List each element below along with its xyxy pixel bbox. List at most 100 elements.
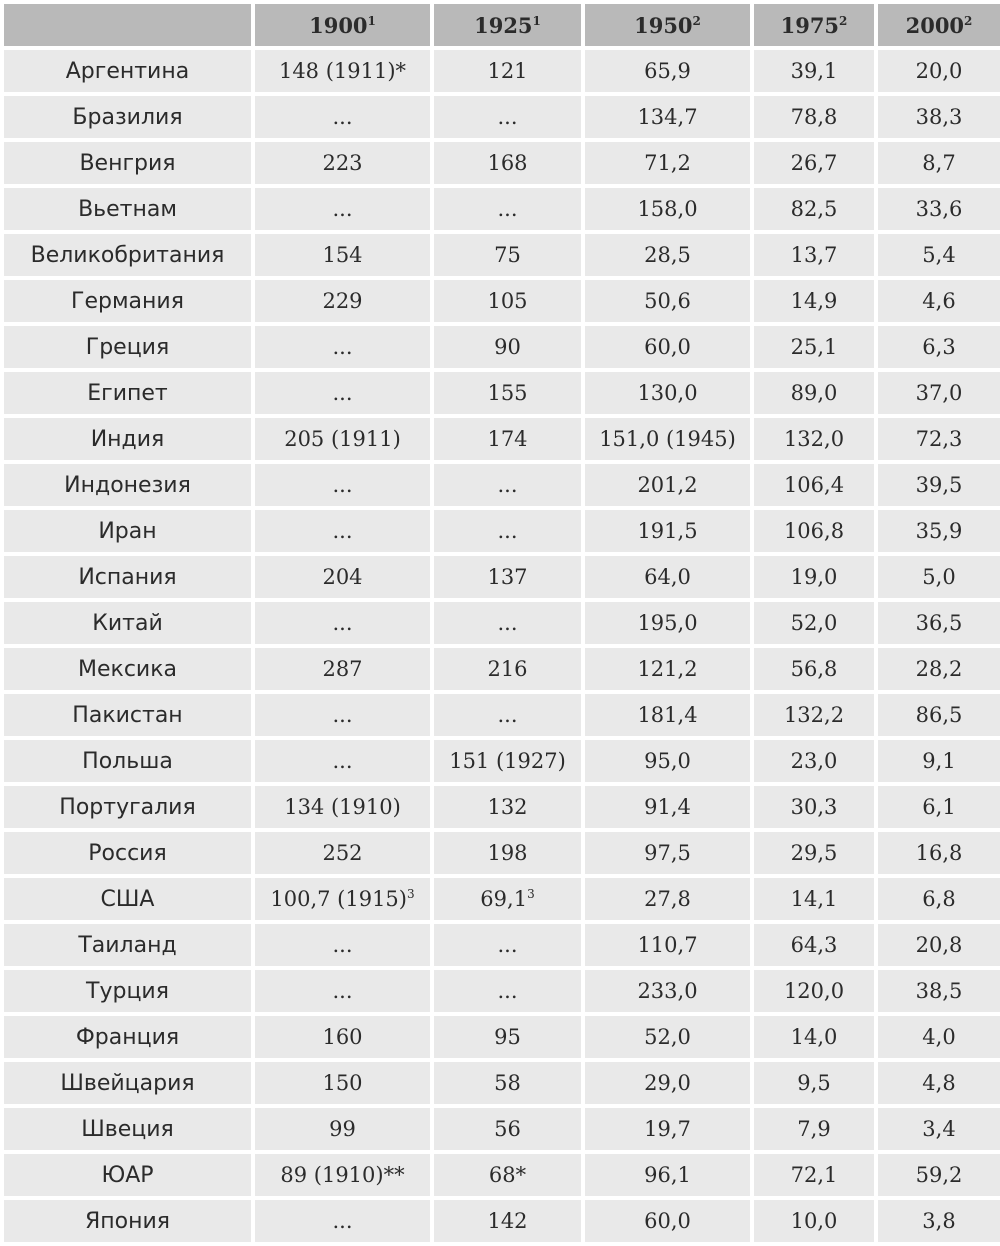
value-cell: 89 (1910)** — [255, 1154, 430, 1196]
value-cell: 132,2 — [754, 694, 874, 736]
cell-value: 28,2 — [915, 657, 963, 681]
cell-value: 6,1 — [922, 795, 956, 819]
value-cell: 91,4 — [585, 786, 750, 828]
cell-value: 134,7 — [637, 105, 698, 129]
value-cell: 233,0 — [585, 970, 750, 1012]
value-cell: 160 — [255, 1016, 430, 1058]
value-cell: 4,6 — [878, 280, 1000, 322]
cell-value: 64,0 — [644, 565, 691, 589]
value-cell: 82,5 — [754, 188, 874, 230]
table-row: Турция...... 233,0 120,0 38,5 — [4, 970, 1000, 1012]
value-cell: 58 — [434, 1062, 581, 1104]
value-cell: 86,5 — [878, 694, 1000, 736]
value-cell: 64,0 — [585, 556, 750, 598]
value-cell: 39,5 — [878, 464, 1000, 506]
table-row: Иран...... 191,5 106,8 35,9 — [4, 510, 1000, 552]
column-header-0: 19001 — [255, 4, 430, 46]
country-name: Индонезия — [4, 464, 251, 506]
value-cell: ... — [434, 694, 581, 736]
cell-value: 174 — [487, 427, 528, 451]
value-cell: 29,5 — [754, 832, 874, 874]
value-cell: 154 — [255, 234, 430, 276]
country-name: Китай — [4, 602, 251, 644]
cell-value: 78,8 — [790, 105, 838, 129]
value-cell: 6,8 — [878, 878, 1000, 920]
value-cell: ... — [255, 970, 430, 1012]
value-cell: 99 — [255, 1108, 430, 1150]
value-cell: 5,4 — [878, 234, 1000, 276]
cell-value: 65,9 — [644, 59, 691, 83]
value-cell: 71,2 — [585, 142, 750, 184]
value-cell: 137 — [434, 556, 581, 598]
value-cell: 37,0 — [878, 372, 1000, 414]
cell-value: ... — [332, 611, 353, 635]
cell-value: ... — [332, 473, 353, 497]
value-cell: 97,5 — [585, 832, 750, 874]
value-cell: ... — [434, 924, 581, 966]
value-cell: 52,0 — [754, 602, 874, 644]
table-header: 19001 19251 19502 19752 20002 — [4, 4, 1000, 46]
cell-value: ... — [332, 1209, 353, 1233]
cell-value: 204 — [322, 565, 363, 589]
column-year: 1900 — [309, 12, 368, 38]
value-cell: 4,8 — [878, 1062, 1000, 1104]
cell-value: 37,0 — [915, 381, 963, 405]
cell-value: 13,7 — [790, 243, 838, 267]
cell-value: 137 — [487, 565, 528, 589]
column-footnote-mark: 2 — [964, 13, 973, 28]
value-cell: 14,0 — [754, 1016, 874, 1058]
value-cell: 205 (1911) — [255, 418, 430, 460]
column-footnote-mark: 1 — [532, 13, 541, 28]
cell-value: 75 — [494, 243, 521, 267]
cell-value: 56,8 — [790, 657, 838, 681]
value-cell: 106,4 — [754, 464, 874, 506]
table-row: Индия 205 (1911) 174 151,0 (1945) 132,0 72,3 — [4, 418, 1000, 460]
table-row: Испания 204 137 64,0 19,0 5,0 — [4, 556, 1000, 598]
column-header-3: 19752 — [754, 4, 874, 46]
cell-value: 26,7 — [790, 151, 838, 175]
cell-value: 198 — [487, 841, 528, 865]
cell-value: 38,5 — [915, 979, 963, 1003]
cell-value: 100,7 (1915) — [270, 887, 407, 911]
value-cell: 201,2 — [585, 464, 750, 506]
table-row: Бразилия...... 134,7 78,8 38,3 — [4, 96, 1000, 138]
cell-value: 132,2 — [783, 703, 845, 727]
cell-value: 20,0 — [915, 59, 963, 83]
value-cell: ... — [434, 602, 581, 644]
value-cell: 95,0 — [585, 740, 750, 782]
cell-value: 59,2 — [915, 1163, 963, 1187]
cell-value: 5,0 — [922, 565, 956, 589]
cell-value: 35,9 — [915, 519, 963, 543]
cell-value: 10,0 — [790, 1209, 838, 1233]
value-cell: 121 — [434, 50, 581, 92]
cell-value: ... — [497, 979, 518, 1003]
cell-value: 19,7 — [644, 1117, 691, 1141]
value-cell: 9,1 — [878, 740, 1000, 782]
table-row: Пакистан...... 181,4 132,2 86,5 — [4, 694, 1000, 736]
value-cell: 13,7 — [754, 234, 874, 276]
country-name: Польша — [4, 740, 251, 782]
value-cell: 96,1 — [585, 1154, 750, 1196]
country-name: Великобритания — [4, 234, 251, 276]
value-cell: 56,8 — [754, 648, 874, 690]
table-row: Вьетнам...... 158,0 82,5 33,6 — [4, 188, 1000, 230]
cell-value: 158,0 — [637, 197, 698, 221]
value-cell: 198 — [434, 832, 581, 874]
value-cell: ... — [434, 510, 581, 552]
value-cell: ... — [255, 1200, 430, 1242]
column-year: 1950 — [634, 12, 693, 38]
cell-value: 151 (1927) — [449, 749, 566, 773]
value-cell: 132 — [434, 786, 581, 828]
value-cell: 75 — [434, 234, 581, 276]
column-header-2: 19502 — [585, 4, 750, 46]
cell-value: 130,0 — [637, 381, 698, 405]
value-cell: 287 — [255, 648, 430, 690]
cell-value: 19,0 — [790, 565, 838, 589]
cell-value: 106,8 — [783, 519, 845, 543]
cell-value: 216 — [487, 657, 528, 681]
column-header-1: 19251 — [434, 4, 581, 46]
cell-value: 120,0 — [783, 979, 845, 1003]
value-cell: 223 — [255, 142, 430, 184]
column-header-4: 20002 — [878, 4, 1000, 46]
